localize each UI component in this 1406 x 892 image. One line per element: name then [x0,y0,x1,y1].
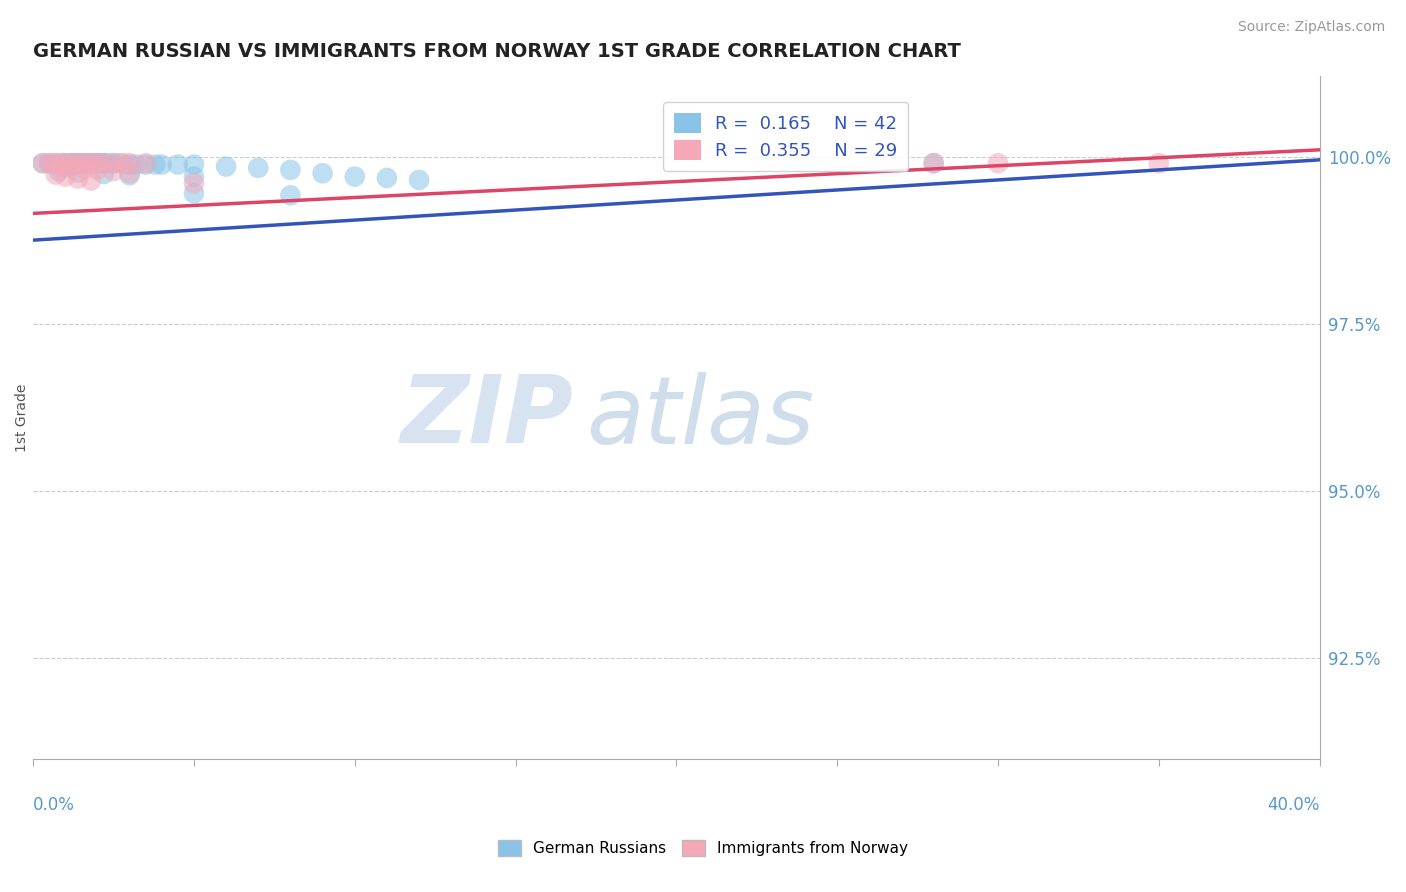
Point [53,156,76,170]
Point [93,156,115,170]
Point [247,161,270,175]
Point [183,157,205,171]
Point [408,173,430,187]
Point [73,156,96,170]
Point [150,157,173,171]
Legend: German Russians, Immigrants from Norway: German Russians, Immigrants from Norway [492,834,914,862]
Point [60,156,83,170]
Point [53,169,76,184]
Point [45,156,67,170]
Point [375,170,398,185]
Point [103,156,125,170]
Point [103,164,125,178]
Point [135,157,157,171]
Point [135,156,157,170]
Point [93,167,115,181]
Point [63,156,86,170]
Point [80,156,103,170]
Text: Source: ZipAtlas.com: Source: ZipAtlas.com [1237,20,1385,34]
Point [73,161,96,176]
Point [118,166,141,180]
Point [215,160,238,174]
Point [80,173,103,187]
Point [67,171,90,186]
Point [125,157,148,171]
Point [67,156,90,170]
Point [70,156,93,170]
Point [183,169,205,184]
Point [166,157,188,171]
Text: 0.0%: 0.0% [34,797,75,814]
Point [86,156,108,170]
Point [58,156,80,170]
Point [103,156,125,170]
Point [67,165,90,179]
Point [922,156,945,170]
Point [38,156,60,170]
Y-axis label: 1st Grade: 1st Grade [15,384,30,451]
Point [86,156,108,170]
Text: ZIP: ZIP [401,371,574,464]
Point [48,164,70,178]
Point [67,156,90,170]
Point [45,156,67,170]
Point [60,160,83,174]
Point [118,168,141,182]
Point [108,156,131,170]
Point [31,156,53,170]
Point [51,156,73,170]
Point [60,156,83,170]
Point [280,188,302,202]
Point [76,156,98,170]
Point [86,162,108,177]
Point [93,156,115,170]
Point [51,156,73,170]
Text: 40.0%: 40.0% [1267,797,1320,814]
Legend: R =  0.165    N = 42, R =  0.355    N = 29: R = 0.165 N = 42, R = 0.355 N = 29 [664,103,908,171]
Point [31,156,53,170]
Point [48,160,70,174]
Point [183,176,205,190]
Point [53,160,76,174]
Point [143,157,166,171]
Point [96,156,118,170]
Point [45,168,67,182]
Point [118,157,141,171]
Point [80,156,103,170]
Point [280,162,302,177]
Text: GERMAN RUSSIAN VS IMMIGRANTS FROM NORWAY 1ST GRADE CORRELATION CHART: GERMAN RUSSIAN VS IMMIGRANTS FROM NORWAY… [34,42,960,61]
Text: atlas: atlas [586,372,814,463]
Point [73,156,96,170]
Point [112,156,135,170]
Point [343,169,366,184]
Point [311,166,333,180]
Point [987,156,1010,170]
Point [38,156,60,170]
Point [90,156,112,170]
Point [83,156,105,170]
Point [922,156,945,170]
Point [183,186,205,201]
Point [118,156,141,170]
Point [1147,156,1170,170]
